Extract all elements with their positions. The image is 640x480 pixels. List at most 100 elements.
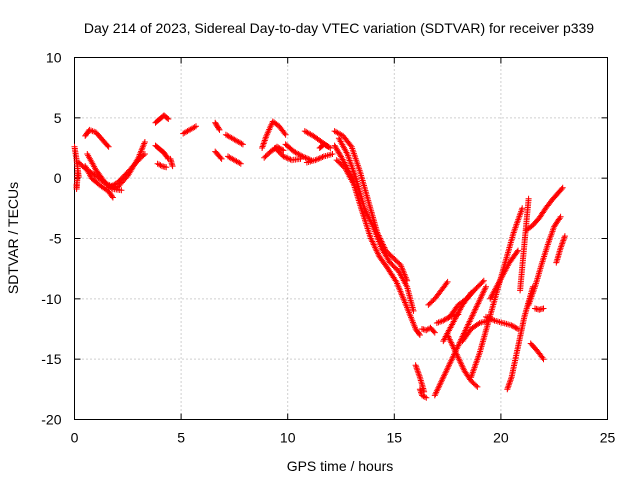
data-point-run (506, 247, 521, 266)
series-arc-f1 (412, 362, 428, 395)
data-point-run (431, 375, 446, 399)
series-arc-d7 (316, 141, 332, 151)
data-point-run (229, 155, 239, 164)
data-point-run (393, 278, 408, 304)
series-arc-a4 (82, 163, 116, 201)
series-arc-b3 (154, 160, 170, 171)
x-tick-label: 25 (600, 430, 616, 446)
x-tick-labels: 0 5 10 15 20 25 (71, 430, 616, 446)
data-point-run (474, 283, 489, 308)
series-arc-e2 (335, 135, 417, 314)
series-arc-f9 (444, 332, 481, 390)
data-point-run (440, 357, 455, 381)
data-point-run (152, 142, 162, 152)
data-point-run (263, 120, 276, 139)
data-point-run (468, 377, 481, 390)
series-arc-f6 (431, 283, 489, 399)
data-point-run (105, 188, 116, 201)
data-point-run (276, 123, 289, 138)
series-arc-f20 (517, 195, 532, 294)
series-arc-b1 (152, 112, 172, 126)
data-point-run (188, 123, 199, 132)
data-point-run (271, 145, 286, 159)
data-point-run (549, 190, 561, 203)
data-point-run (216, 153, 225, 162)
data-point-run (453, 303, 465, 320)
y-tick-label: -10 (41, 291, 61, 307)
data-point-run (423, 325, 433, 334)
series-arc-b4 (167, 155, 176, 170)
data-point-run (536, 206, 548, 221)
y-tick-label: 5 (54, 110, 62, 126)
data-point-run (419, 392, 430, 401)
data-point-run (376, 253, 390, 271)
data-point-run (412, 326, 423, 338)
data-point-run (222, 131, 232, 140)
data-point-run (412, 362, 423, 379)
series-arc-d4 (282, 141, 315, 164)
data-point-run (291, 148, 305, 159)
data-point-run (397, 262, 411, 284)
data-point-run (544, 225, 557, 248)
series-arc-f13 (483, 313, 521, 332)
data-point-run (156, 146, 166, 155)
series-arc-a2 (73, 169, 81, 192)
data-point-run (167, 155, 176, 170)
data-point-run (282, 141, 296, 154)
x-tick-label: 5 (177, 430, 185, 446)
data-point-run (395, 268, 410, 289)
data-point-run (88, 175, 102, 188)
y-tick-label: 0 (54, 170, 62, 186)
data-point-run (71, 143, 80, 162)
data-point-run (338, 153, 350, 170)
data-point-run (86, 126, 98, 135)
data-point-run (391, 256, 403, 267)
data-point-run (361, 205, 376, 228)
data-point-run (527, 340, 540, 353)
data-point-run (92, 129, 105, 142)
series-arc-c4 (222, 131, 246, 148)
data-point-run (476, 321, 491, 357)
data-point-run (289, 155, 304, 164)
data-point-run (483, 313, 497, 323)
data-point-run (500, 320, 513, 328)
data-point-run (261, 149, 273, 161)
data-point-run (529, 216, 542, 229)
series-arc-f15 (527, 340, 547, 363)
series-arc-c3 (212, 148, 225, 162)
series-arc-f4 (425, 278, 451, 308)
data-point-run (536, 305, 547, 313)
series-arc-d6 (303, 151, 336, 166)
data-point-run (517, 195, 532, 294)
data-point-run (402, 299, 418, 331)
series-arc-f3 (419, 324, 438, 336)
data-point-run (154, 160, 164, 169)
data-point-run (214, 151, 222, 159)
data-point-run (378, 245, 393, 265)
series-arc-d3 (271, 145, 304, 164)
data-point-run (225, 153, 234, 162)
series-arc-e4 (331, 142, 357, 185)
data-point-run (109, 186, 125, 194)
data-point-run (357, 169, 372, 204)
data-point-run (387, 259, 401, 273)
data-point-run (235, 139, 246, 148)
series-arc-d1 (259, 118, 289, 151)
data-point-run (124, 158, 141, 176)
series-arc-f11 (487, 247, 521, 302)
data-point-run (446, 315, 459, 332)
data-point-run (233, 158, 244, 167)
series-arc-c2 (212, 119, 223, 133)
data-point-run (468, 351, 482, 381)
series-arc-a5 (82, 126, 112, 150)
series-arc-f18 (532, 305, 547, 313)
data-point-run (508, 345, 521, 381)
data-point-run (433, 318, 445, 326)
data-point-run (440, 314, 452, 324)
data-point-run (465, 303, 480, 326)
series-arc-a7 (105, 151, 148, 191)
data-point-run (344, 165, 357, 185)
data-point-run (274, 143, 287, 154)
x-tick-label: 10 (280, 430, 296, 446)
data-point-run (161, 112, 172, 122)
